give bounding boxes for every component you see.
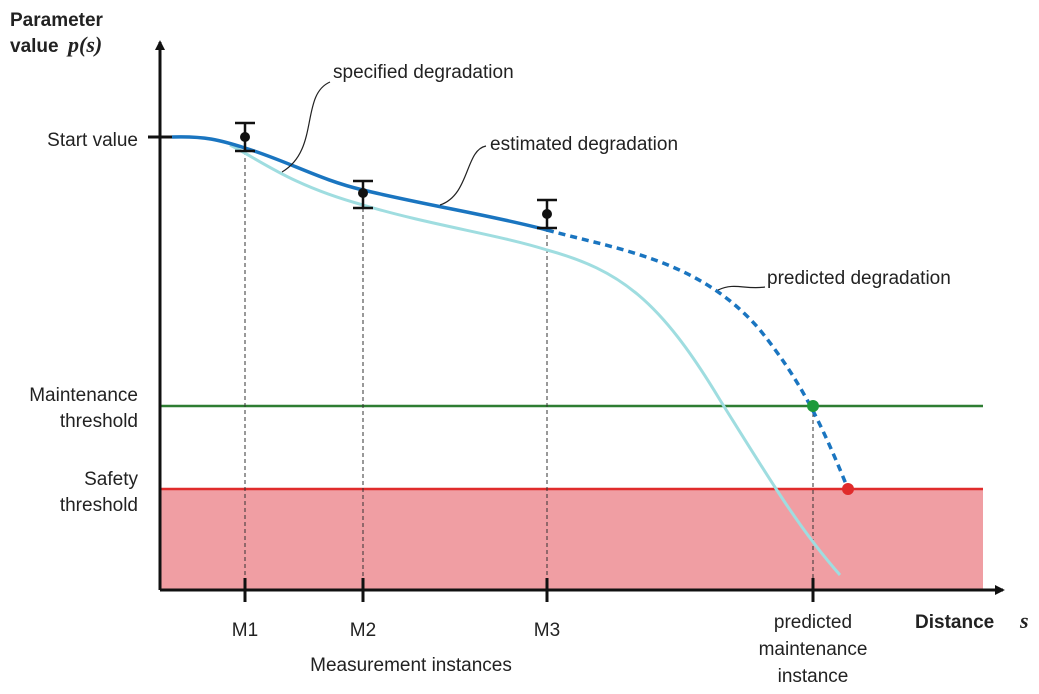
measurements (240, 132, 552, 219)
leader-lines (281, 81, 766, 291)
y-title: Parameter (10, 10, 104, 31)
x-symbol: s (1019, 608, 1029, 633)
x-title: Distance (915, 612, 994, 633)
y-symbol: p(s) (66, 32, 102, 57)
maintenance-label: threshold (60, 411, 138, 432)
predicted-label: maintenance (759, 639, 868, 660)
maintenance-label: Maintenance (29, 385, 138, 406)
guide-lines (244, 151, 814, 590)
curve-label: estimated degradation (490, 134, 678, 155)
curve-label: predicted degradation (767, 268, 951, 289)
x-tick-label: M1 (232, 620, 258, 641)
maintenance-point (807, 400, 819, 412)
safety-point (842, 483, 854, 495)
estimated-curve (171, 135, 548, 232)
x-tick-label: M3 (534, 620, 560, 641)
curve-label: specified degradation (333, 62, 514, 83)
axis-ticks (148, 135, 815, 602)
specified-curve (229, 143, 842, 576)
x-tick-label: M2 (350, 620, 376, 641)
predicted-label: instance (778, 666, 849, 687)
x-group-label: Measurement instances (310, 655, 512, 676)
safety-zone (160, 489, 983, 590)
safety-label: threshold (60, 495, 138, 516)
predicted-label: predicted (774, 612, 852, 633)
start-label: Start value (47, 130, 138, 151)
y-title: value (10, 36, 59, 57)
safety-label: Safety (84, 469, 138, 490)
